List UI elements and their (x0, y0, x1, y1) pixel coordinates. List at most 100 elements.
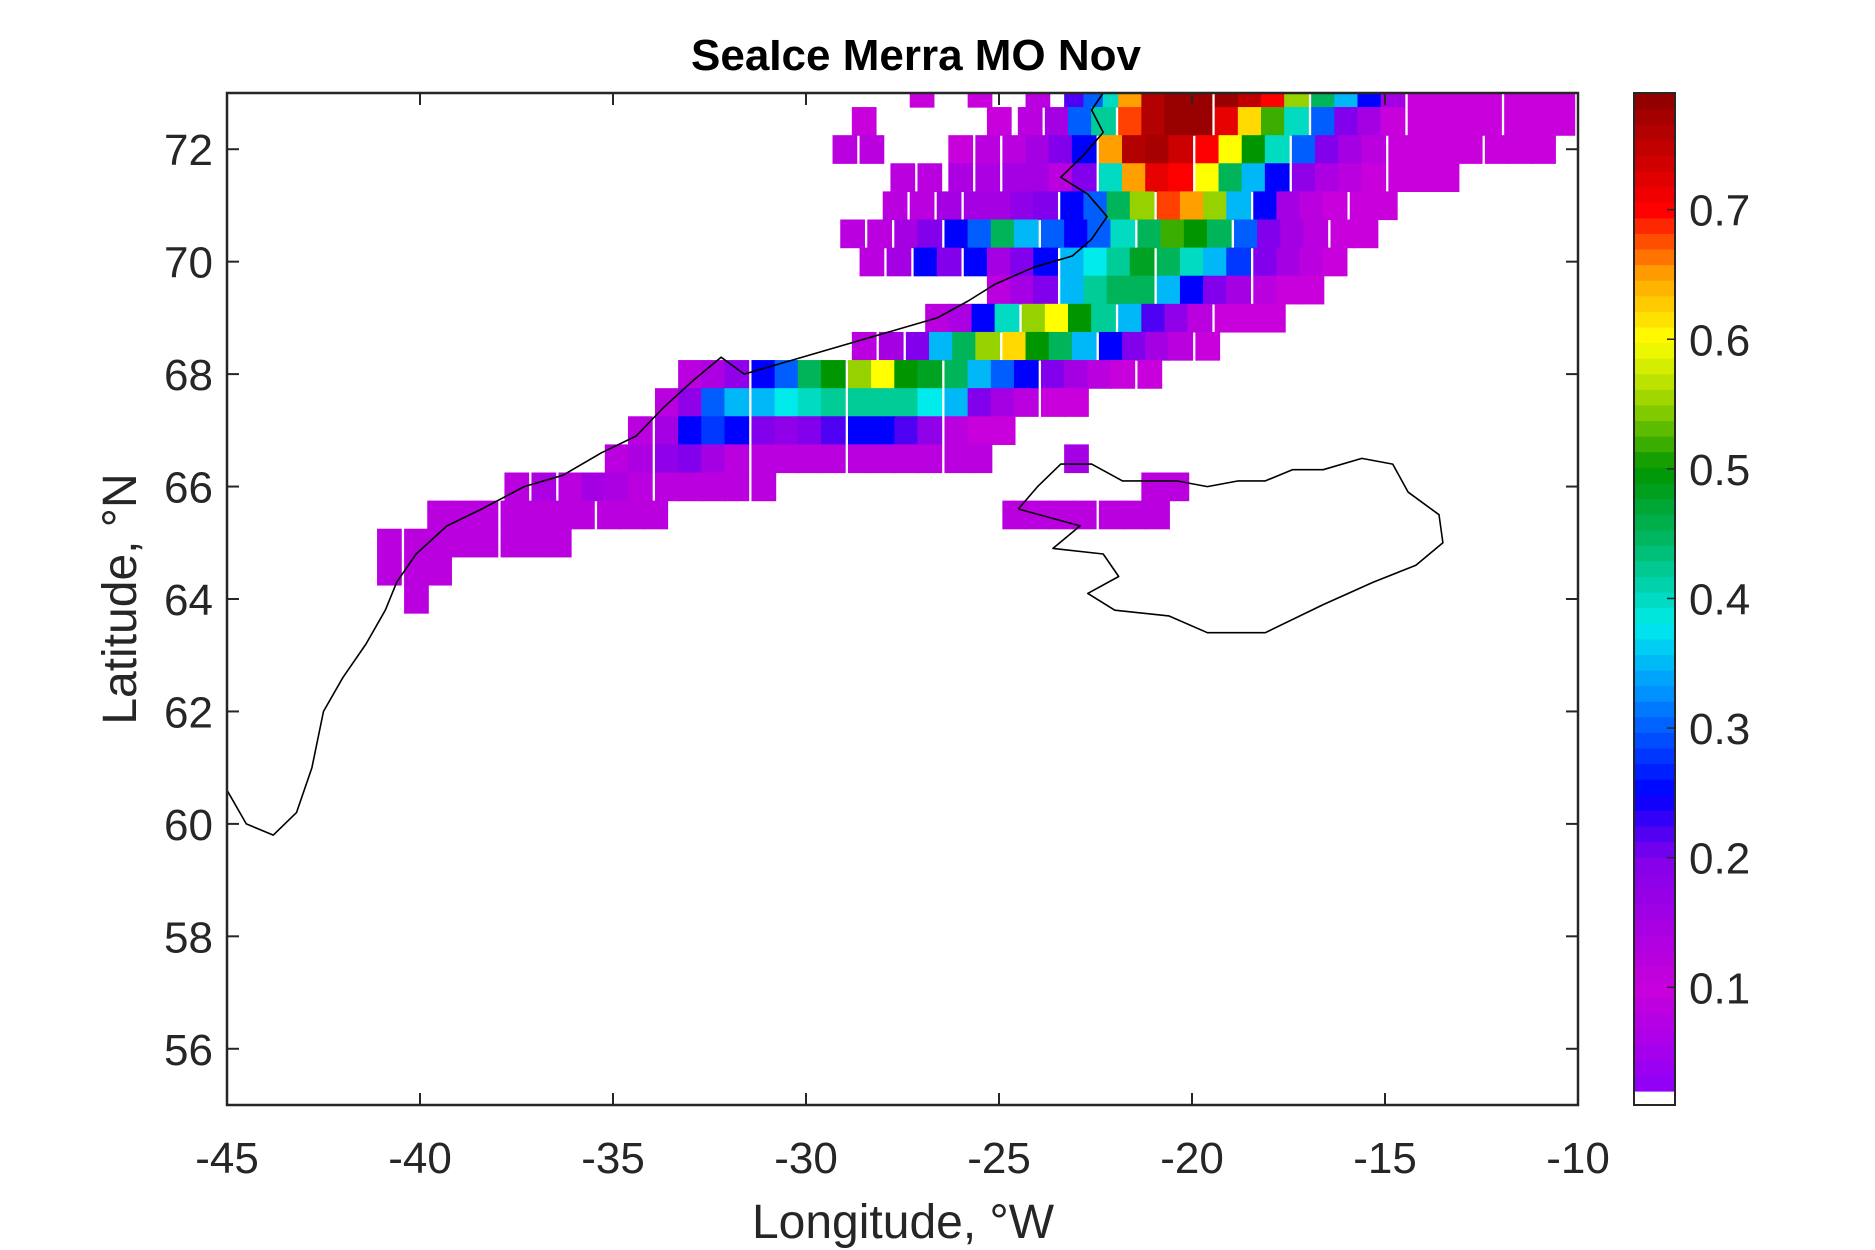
ice-cell (1203, 275, 1228, 305)
ice-cell (1064, 219, 1089, 249)
ice-cell (427, 500, 452, 530)
ice-cell (1087, 360, 1113, 389)
colorbar-band (1634, 389, 1675, 406)
ice-cell (558, 472, 584, 502)
ice-cell (1264, 163, 1290, 192)
ice-cell (1338, 163, 1363, 192)
y-tick-label: 72 (164, 126, 213, 175)
ice-cell (1002, 331, 1028, 361)
ice-cell (1260, 93, 1286, 108)
ice-cell (871, 360, 896, 389)
colorbar-band (1634, 124, 1675, 141)
ice-cell (894, 360, 920, 389)
ice-cell (890, 163, 916, 192)
ice-cell (1137, 219, 1163, 249)
ice-cell (990, 388, 1016, 417)
colorbar-band (1634, 1059, 1675, 1077)
ice-cell (975, 163, 1001, 192)
ice-cell (1048, 331, 1074, 361)
colorbar-ticks: 0.1 0.2 0.3 0.4 0.5 0.6 0.7 (1667, 187, 1750, 1013)
ice-cell (820, 388, 846, 417)
colorbar-band (1634, 295, 1675, 312)
ice-cell (1025, 93, 1051, 108)
ice-cell (882, 191, 908, 221)
ice-cell (1195, 163, 1221, 192)
ice-cell (797, 388, 823, 417)
ice-cell (1531, 135, 1556, 164)
ice-cell (627, 444, 653, 474)
colorbar-gradient (1634, 93, 1675, 1092)
ice-cell (1353, 219, 1379, 249)
ice-cell (894, 388, 920, 417)
ice-cell (1091, 303, 1116, 333)
ice-cell (1276, 275, 1302, 305)
ice-cell (1179, 247, 1205, 277)
ice-cell (1187, 93, 1213, 108)
colorbar-band (1634, 950, 1675, 967)
ice-cell (427, 556, 452, 586)
coastline-iceland (1017, 457, 1444, 634)
ice-cell (1334, 107, 1360, 136)
ice-cell (847, 388, 873, 417)
ice-cell (1156, 191, 1182, 221)
ice-cell (774, 444, 800, 474)
y-tick-label: 70 (164, 239, 213, 288)
ice-cell (1010, 275, 1035, 305)
x-axis-ticks: -45 -40 -35 -30 -25 -20 -15 -10 (195, 93, 1610, 1183)
ice-cell (701, 360, 727, 389)
ice-cell (1380, 107, 1406, 136)
ice-cell (1168, 135, 1194, 164)
x-tick-label: -20 (1160, 1134, 1224, 1183)
colorbar-band (1634, 903, 1675, 921)
ice-cell (1407, 107, 1433, 136)
ice-cell (975, 135, 1001, 164)
ice-cell (1241, 135, 1267, 164)
colorbar-band (1634, 560, 1675, 578)
ice-cell (1357, 93, 1383, 108)
y-axis-label: Latitude, °N (94, 473, 147, 724)
ice-cell (1303, 219, 1329, 249)
y-axis-ticks: 56 58 60 62 64 66 68 70 72 (164, 126, 1578, 1075)
ice-cell (678, 444, 703, 474)
ice-cell (1484, 135, 1510, 164)
ice-cell (678, 416, 703, 445)
ice-cell (1388, 135, 1414, 164)
ice-cell (917, 163, 943, 192)
ice-cell (1411, 135, 1437, 164)
coastline-greenland (226, 92, 1108, 836)
ice-cell (1504, 107, 1529, 136)
ice-cell (1010, 191, 1035, 221)
colorbar-band (1634, 607, 1675, 624)
ice-cell (1214, 303, 1240, 333)
ice-cell (774, 416, 800, 445)
ice-cell (1183, 219, 1209, 249)
ice-cell (847, 360, 873, 389)
ice-cell (1276, 191, 1302, 221)
ice-cell (701, 388, 727, 417)
ice-cell (1141, 472, 1167, 502)
ice-cell (1203, 247, 1228, 277)
colorbar-band (1634, 326, 1675, 344)
ice-concentration-cells (377, 93, 1576, 614)
colorbar-band (1634, 716, 1675, 733)
ice-cell (1083, 93, 1109, 108)
ice-cell (1214, 107, 1240, 136)
ice-cell (1129, 191, 1155, 221)
colorbar-tick-label: 0.7 (1689, 187, 1750, 236)
colorbar-band (1634, 1075, 1675, 1092)
ice-cell (1118, 93, 1143, 108)
colorbar-band (1634, 810, 1675, 827)
ice-cell (1044, 107, 1070, 136)
colorbar-band (1634, 248, 1675, 266)
ice-cell (944, 388, 970, 417)
colorbar-band (1634, 467, 1675, 484)
ice-cell (917, 388, 943, 417)
ice-cell (948, 303, 974, 333)
ice-cell (1083, 191, 1109, 221)
colorbar-band (1634, 623, 1675, 640)
colorbar-band (1634, 264, 1675, 281)
ice-cell (1122, 135, 1147, 164)
ice-cell (1060, 247, 1086, 277)
ice-cell (404, 556, 429, 586)
ice-cell (751, 388, 777, 417)
